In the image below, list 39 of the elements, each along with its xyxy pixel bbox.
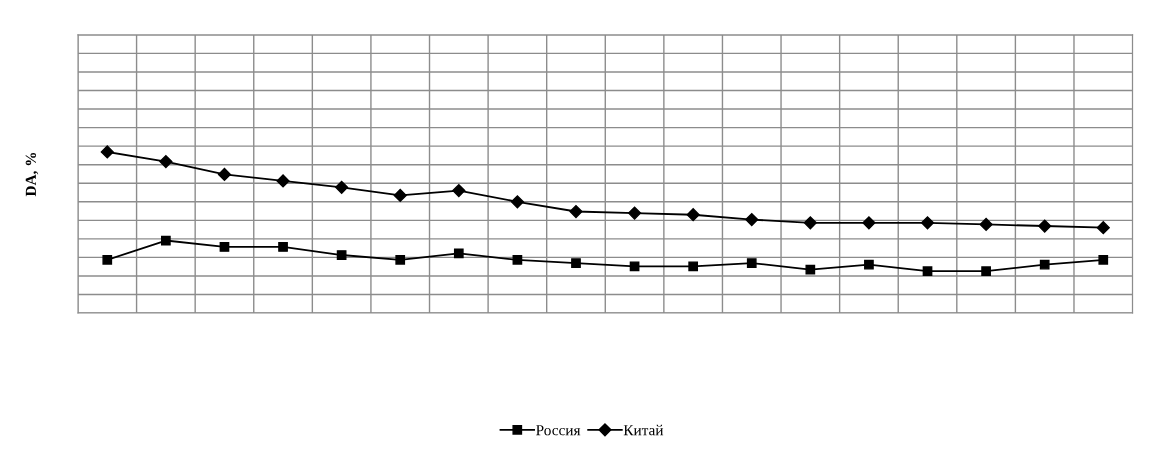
point xyxy=(862,216,876,230)
point xyxy=(864,259,874,270)
point xyxy=(745,212,759,227)
point xyxy=(452,183,466,198)
point xyxy=(981,266,991,276)
point xyxy=(219,242,230,252)
point xyxy=(746,258,757,268)
point xyxy=(627,206,642,220)
point xyxy=(1098,254,1109,265)
point xyxy=(159,154,173,169)
y-axis-title: DA, % xyxy=(25,152,39,197)
point xyxy=(217,167,232,182)
point xyxy=(1038,219,1052,233)
point xyxy=(335,180,349,194)
point xyxy=(1096,221,1110,235)
point xyxy=(571,258,581,268)
point xyxy=(512,254,523,265)
point xyxy=(688,261,699,272)
point xyxy=(453,248,464,259)
point xyxy=(100,145,114,159)
point xyxy=(278,242,288,252)
point xyxy=(686,208,700,222)
point xyxy=(161,235,171,246)
point xyxy=(276,174,290,188)
point xyxy=(1039,259,1050,270)
point xyxy=(922,266,933,276)
point xyxy=(569,204,583,219)
legend-label: Китай xyxy=(623,424,664,436)
point xyxy=(336,250,347,260)
point xyxy=(102,254,113,265)
point xyxy=(393,188,407,202)
point xyxy=(920,216,935,230)
point xyxy=(510,195,524,209)
point xyxy=(395,254,406,265)
point xyxy=(629,261,640,272)
legend-label: Россия xyxy=(536,425,581,436)
point xyxy=(803,216,817,230)
point xyxy=(805,264,816,275)
point xyxy=(979,217,993,231)
